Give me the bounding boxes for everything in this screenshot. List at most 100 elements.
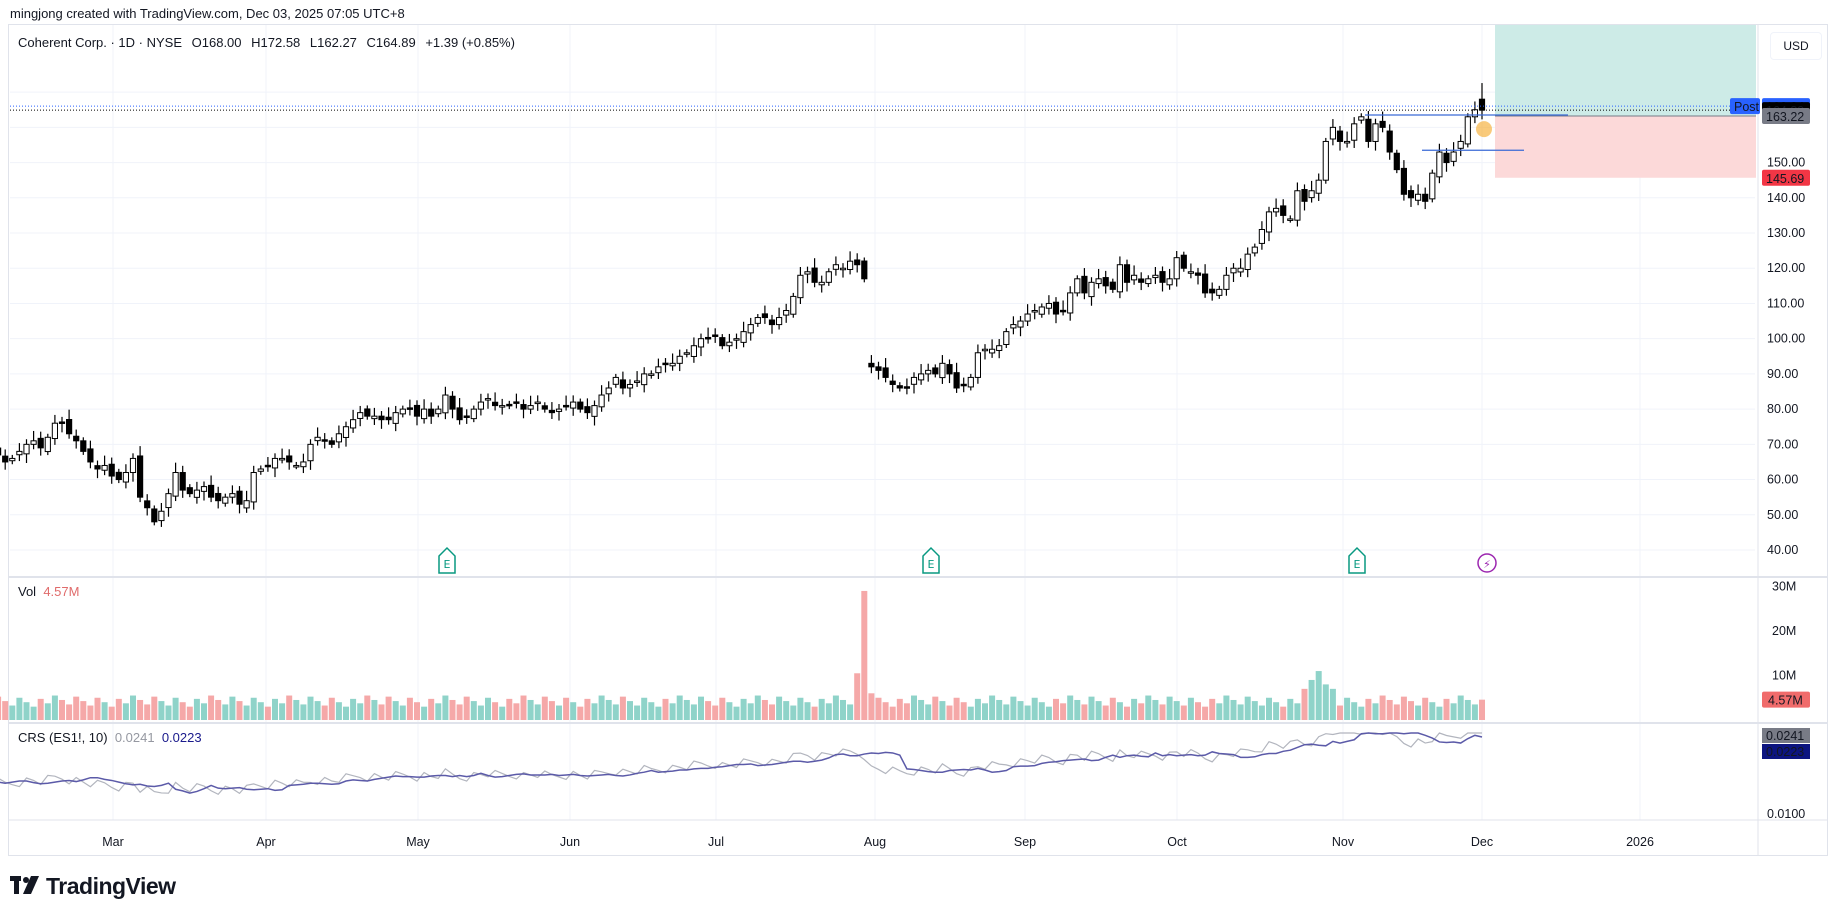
event-glyph: E bbox=[1354, 558, 1361, 571]
currency-button[interactable]: USD bbox=[1770, 32, 1822, 60]
candle-up bbox=[229, 493, 236, 498]
volume-bar bbox=[9, 705, 16, 720]
candle-up bbox=[1131, 274, 1138, 281]
candle-up bbox=[1273, 207, 1280, 213]
candle-up bbox=[740, 331, 747, 343]
candle-up bbox=[477, 401, 484, 410]
candle-down bbox=[1109, 281, 1116, 290]
volume-bar bbox=[662, 698, 669, 720]
candle-down bbox=[1209, 288, 1216, 294]
volume-bar bbox=[1244, 696, 1251, 720]
volume-bar bbox=[186, 706, 193, 720]
candle-up bbox=[818, 281, 825, 286]
candle-down bbox=[492, 401, 499, 407]
volume-bar bbox=[1408, 701, 1414, 720]
candle-up bbox=[626, 383, 634, 389]
candle-down bbox=[1280, 205, 1287, 216]
volume-bar bbox=[705, 701, 712, 720]
volume-bar bbox=[563, 697, 570, 720]
candle-down bbox=[406, 407, 413, 410]
volume-bar bbox=[1450, 703, 1457, 720]
candle-up bbox=[1173, 257, 1180, 280]
time-label: Mar bbox=[102, 835, 124, 849]
volume-bar bbox=[364, 695, 371, 720]
volume-bar bbox=[1195, 702, 1201, 720]
candle-down bbox=[563, 404, 570, 408]
volume-bar bbox=[747, 703, 754, 720]
time-label: Oct bbox=[1167, 835, 1187, 849]
volume-bar bbox=[1415, 705, 1422, 720]
candle-up bbox=[804, 271, 811, 275]
candle-up bbox=[193, 489, 201, 498]
volume-bar bbox=[1337, 705, 1343, 720]
candle-up bbox=[783, 310, 790, 316]
volume-bar bbox=[868, 693, 875, 720]
volume-bar bbox=[1386, 699, 1393, 720]
volume-bar bbox=[1294, 703, 1301, 720]
candle-up bbox=[790, 295, 797, 315]
candle-up bbox=[1287, 218, 1294, 221]
candle-up bbox=[981, 348, 989, 352]
event-glyph: ⚡ bbox=[1483, 558, 1491, 571]
volume-bar bbox=[257, 702, 264, 720]
candle-down bbox=[2, 455, 9, 463]
volume-bar bbox=[1322, 684, 1329, 720]
price-tick: 50.00 bbox=[1767, 508, 1798, 522]
volume-bar bbox=[698, 696, 704, 720]
volume-bar bbox=[818, 698, 825, 720]
volume-bar bbox=[1024, 705, 1031, 720]
volume-bar bbox=[619, 696, 626, 720]
volume-bar bbox=[2, 701, 9, 720]
volume-last-label: 4.57M bbox=[1768, 694, 1803, 708]
volume-bar bbox=[832, 695, 839, 720]
candle-up bbox=[996, 345, 1003, 351]
candle-down bbox=[94, 465, 101, 470]
volume-bar bbox=[108, 706, 115, 720]
volume-bar bbox=[243, 705, 250, 720]
candle-down bbox=[768, 319, 776, 326]
volume-bar bbox=[669, 703, 676, 720]
symbol-name[interactable]: Coherent Corp. · 1D · NYSE bbox=[18, 35, 183, 50]
candle-up bbox=[250, 472, 257, 503]
crs-value-2: 0.0223 bbox=[161, 730, 202, 745]
volume-bar bbox=[286, 695, 293, 720]
candle-down bbox=[1180, 254, 1187, 269]
candle-down bbox=[37, 437, 44, 449]
candle-up bbox=[825, 271, 832, 283]
volume-bar bbox=[1258, 705, 1265, 720]
volume-label: Vol bbox=[18, 584, 37, 599]
volume-bar bbox=[754, 695, 761, 720]
volume-bar bbox=[172, 697, 179, 720]
volume-bar bbox=[335, 702, 342, 720]
chart-credit: mingjong created with TradingView.com, D… bbox=[10, 6, 405, 21]
volume-bar bbox=[733, 706, 740, 720]
candle-up bbox=[683, 352, 690, 355]
dividend-icon bbox=[1477, 553, 1497, 573]
candle-down bbox=[705, 336, 712, 340]
volume-bar bbox=[1393, 704, 1400, 720]
tradingview-logo-icon bbox=[10, 874, 40, 900]
volume-bar bbox=[414, 702, 420, 720]
candle-down bbox=[875, 366, 882, 371]
candle-down bbox=[236, 490, 243, 505]
candle-down bbox=[364, 408, 371, 417]
volume-bar bbox=[641, 697, 648, 720]
volume-bar bbox=[761, 699, 768, 720]
candle-up bbox=[1074, 278, 1081, 294]
volume-bar bbox=[328, 697, 335, 720]
volume-bar bbox=[726, 702, 733, 720]
price-tick: 130.00 bbox=[1767, 226, 1805, 240]
time-label: Aug bbox=[864, 835, 886, 849]
volume-bar bbox=[470, 701, 477, 720]
candle-down bbox=[946, 364, 953, 375]
candle-up bbox=[499, 405, 506, 408]
volume-bar bbox=[1344, 697, 1351, 720]
volume-bar bbox=[648, 702, 655, 720]
candle-up bbox=[399, 408, 406, 415]
candle-up bbox=[392, 412, 399, 424]
candle-down bbox=[1123, 264, 1131, 283]
tradingview-logo[interactable]: TradingView bbox=[10, 873, 176, 900]
candle-up bbox=[1244, 253, 1251, 270]
candle-down bbox=[953, 372, 960, 389]
